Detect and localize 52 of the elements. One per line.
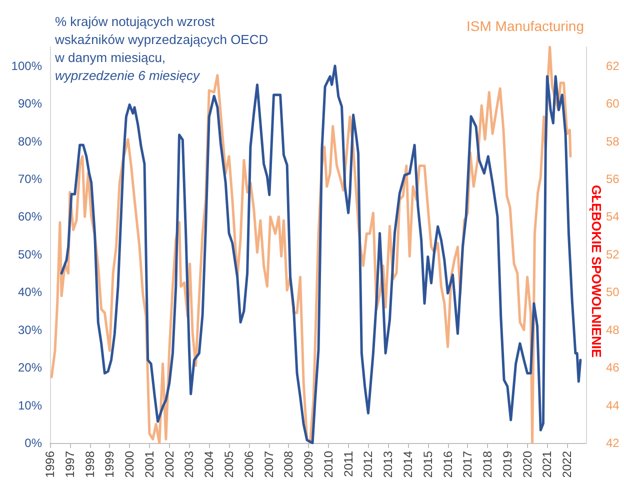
x-tick-label: 2011 [341, 450, 356, 477]
x-tick-label: 1999 [102, 450, 117, 478]
x-tick-label: 2018 [480, 450, 495, 478]
y-tick-label: 30% [18, 322, 42, 337]
y-tick-label: 70% [18, 172, 42, 186]
y-tick-label: 10% [18, 398, 42, 412]
y2-tick-label: 54 [606, 210, 620, 224]
x-tick-label: 2002 [162, 450, 176, 478]
x-tick-label: 2007 [262, 450, 276, 478]
y2-tick-label: 42 [606, 436, 620, 450]
y-tick-label: 40% [18, 285, 42, 300]
x-tick-label: 2000 [122, 450, 137, 478]
x-tick-label: 2014 [400, 450, 415, 478]
x-tick-label: 2001 [142, 450, 156, 478]
y2-tick-label: 48 [606, 322, 620, 337]
y-tick-label: 100% [11, 58, 42, 73]
x-tick-label: 1998 [82, 450, 97, 478]
y2-tick-label: 50 [606, 285, 620, 300]
text: ISM Manufacturing [466, 18, 584, 34]
y2-tick-label: 58 [606, 134, 620, 148]
y-tick-label: 0% [24, 436, 42, 450]
y2-tick-label: 62 [606, 58, 620, 73]
x-tick-label: 2013 [381, 450, 396, 478]
x-tick-label: 2009 [302, 450, 316, 478]
y2-tick-label: 56 [606, 172, 620, 186]
x-tick-label: 2005 [222, 450, 236, 478]
text: GŁĘBOKIE SPOWOLNIENIE [589, 185, 604, 358]
x-tick-label: 2022 [560, 450, 574, 478]
series-label: % krajów notujących wzrost wskaźników wyprzedzających OECD w danym miesiącu, wyprzedzenie 6 miesięcy [54, 14, 268, 83]
x-tick-label: 2012 [361, 450, 376, 478]
x-tick-label: 2019 [500, 450, 514, 478]
x-tick-label: 2017 [460, 450, 475, 478]
y2-tick-label: 44 [606, 398, 620, 412]
x-tick-label: 2006 [242, 450, 256, 478]
x-tick-label: 2010 [321, 450, 336, 478]
x-tick-label: 1996 [43, 450, 57, 478]
x-tick-label: 2016 [440, 450, 455, 478]
x-tick-label: 1997 [62, 450, 77, 478]
y2-tick-label: 60 [606, 96, 620, 111]
y-tick-label: 50% [18, 247, 42, 262]
y-tick-label: 20% [18, 360, 42, 375]
x-tick-label: 2020 [520, 450, 534, 478]
y2-tick-label: 52 [606, 247, 620, 262]
x-tick-label: 2008 [282, 450, 296, 478]
x-tick-label: 2021 [540, 450, 554, 478]
x-tick-label: 2015 [420, 450, 435, 478]
y-tick-label: 60% [18, 210, 42, 224]
y-tick-label: 80% [18, 134, 42, 148]
x-tick-label: 2003 [182, 450, 196, 478]
y-tick-label: 90% [18, 96, 42, 111]
y2-tick-label: 46 [606, 360, 620, 375]
x-tick-label: 2004 [202, 450, 216, 478]
